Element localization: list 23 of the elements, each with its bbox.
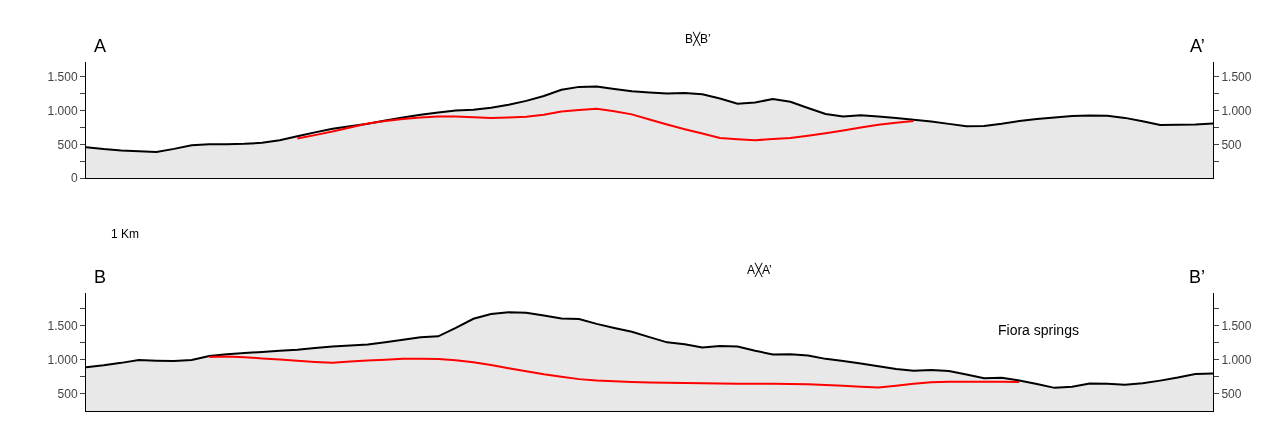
y-tick-label: 1.500: [47, 318, 78, 333]
y2-tick-label: 500: [1221, 137, 1242, 152]
y2-tick-label: 1.000: [1221, 352, 1252, 367]
y-tick-label: 0: [70, 171, 78, 186]
y-tick-label: 500: [57, 137, 78, 152]
text: B╳B’: [685, 31, 711, 46]
text: A’: [1190, 36, 1205, 56]
text: A╳A’: [747, 262, 772, 277]
y2-tick-label: 1.500: [1221, 70, 1252, 85]
y-tick-label: 1.500: [47, 70, 78, 85]
line-series: [296, 107, 915, 142]
text: A: [94, 36, 107, 56]
y-tick-label: 500: [57, 386, 78, 401]
y2-tick-label: 500: [1221, 386, 1242, 401]
y-tick-label: 1.000: [47, 352, 78, 367]
annotation: Fiora springs: [998, 322, 1079, 338]
text: B’: [1189, 267, 1206, 287]
y-tick-label: 1.000: [47, 103, 78, 118]
y2-tick-label: 1.000: [1221, 103, 1252, 118]
y2-tick-label: 1.500: [1221, 318, 1252, 333]
text: B: [94, 267, 107, 287]
line-series: [208, 355, 1021, 389]
text: 1 Km: [111, 227, 140, 241]
